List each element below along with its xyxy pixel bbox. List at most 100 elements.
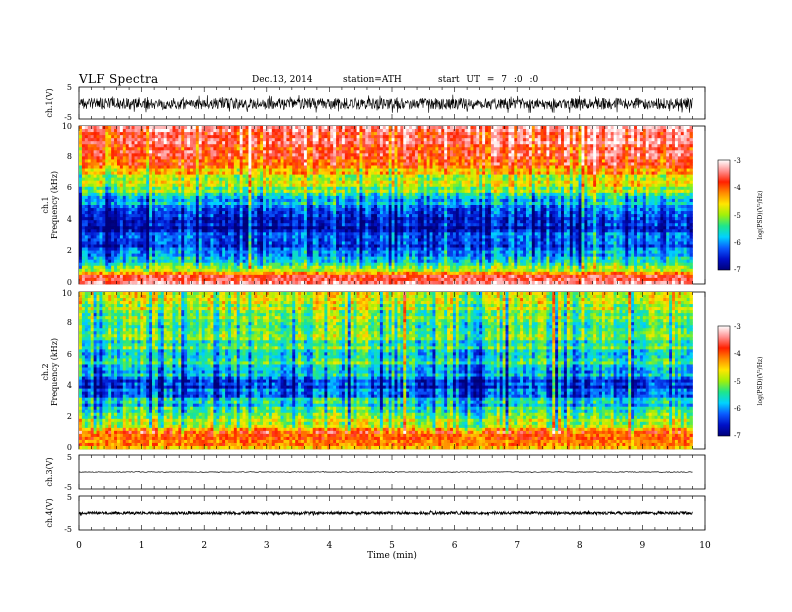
spectrogram-cell	[506, 169, 509, 172]
spectrogram-cell	[345, 153, 348, 156]
spectrogram-cell	[99, 169, 102, 172]
spectrogram-cell	[485, 190, 488, 193]
spectrogram-cell	[155, 132, 158, 135]
spectrogram-cell	[219, 162, 222, 165]
spectrogram-cell	[146, 187, 149, 190]
spectrogram-cell	[240, 126, 243, 129]
spectrogram-cell	[605, 178, 608, 181]
spectrogram-cell	[669, 135, 672, 138]
spectrogram-cell	[140, 138, 143, 141]
spectrogram-cell	[503, 150, 506, 153]
spectrogram-cell	[123, 175, 126, 178]
spectrogram-cell	[657, 126, 660, 129]
spectrogram-cell	[684, 162, 687, 165]
spectrogram-cell	[228, 159, 231, 162]
spectrogram-cell	[666, 144, 669, 147]
spectrogram-cell	[438, 126, 441, 129]
spectrogram-cell	[281, 187, 284, 190]
spectrogram-cell	[476, 169, 479, 172]
spectrogram-cell	[219, 159, 222, 162]
spectrogram-cell	[167, 126, 170, 129]
spectrogram-cell	[91, 193, 94, 196]
spectrogram-cell	[494, 181, 497, 184]
spectrogram-cell	[380, 138, 383, 141]
spectrogram-cell	[359, 141, 362, 144]
spectrogram-cell	[532, 184, 535, 187]
spectrogram-cell	[222, 159, 225, 162]
spectrogram-cell	[281, 169, 284, 172]
spectrogram-cell	[283, 141, 286, 144]
spectrogram-cell	[681, 132, 684, 135]
spectrogram-cell	[687, 187, 690, 190]
spectrogram-cell	[690, 175, 693, 178]
spectrogram-cell	[584, 181, 587, 184]
spectrogram-cell	[573, 169, 576, 172]
spectrogram-cell	[508, 126, 511, 129]
spectrogram-cell	[517, 126, 520, 129]
spectrogram-cell	[155, 178, 158, 181]
spectrogram-cell	[614, 159, 617, 162]
spectrogram-cell	[152, 178, 155, 181]
spectrogram-cell	[286, 172, 289, 175]
spectrogram-cell	[202, 196, 205, 199]
spectrogram-cell	[172, 135, 175, 138]
spectrogram-cell	[687, 126, 690, 129]
spectrogram-cell	[99, 135, 102, 138]
spectrogram-cell	[196, 184, 199, 187]
spectrogram-cell	[570, 190, 573, 193]
spectrogram-cell	[561, 193, 564, 196]
spectrogram-cell	[619, 178, 622, 181]
spectrogram-cell	[435, 156, 438, 159]
spectrogram-cell	[596, 172, 599, 175]
spectrogram-cell	[444, 184, 447, 187]
spectrogram-cell	[240, 144, 243, 147]
spectrogram-cell	[97, 166, 100, 169]
spectrogram-cell	[281, 159, 284, 162]
spectrogram-cell	[409, 169, 412, 172]
spectrogram-cell	[114, 190, 117, 193]
spectrogram-cell	[246, 187, 249, 190]
spectrogram-cell	[348, 156, 351, 159]
spectrogram-cell	[523, 175, 526, 178]
spectrogram-cell	[196, 162, 199, 165]
spectrogram-cell	[351, 181, 354, 184]
spectrogram-cell	[330, 132, 333, 135]
spectrogram-cell	[137, 172, 140, 175]
spectrogram-cell	[266, 135, 269, 138]
spectrogram-cell	[506, 159, 509, 162]
spectrogram-cell	[482, 126, 485, 129]
spectrogram-cell	[596, 169, 599, 172]
spectrogram-cell	[634, 181, 637, 184]
spectrogram-cell	[254, 166, 257, 169]
spectrogram-cell	[690, 169, 693, 172]
spectrogram-cell	[99, 156, 102, 159]
spectrogram-cell	[181, 147, 184, 150]
spectrogram-cell	[561, 178, 564, 181]
spectrogram-cell	[278, 156, 281, 159]
spectrogram-cell	[248, 169, 251, 172]
spectrogram-cell	[432, 175, 435, 178]
spectrogram-cell	[561, 181, 564, 184]
spectrogram-cell	[649, 184, 652, 187]
spectrogram-cell	[321, 196, 324, 199]
spectrogram-cell	[307, 175, 310, 178]
spectrogram-cell	[549, 162, 552, 165]
spectrogram-cell	[263, 132, 266, 135]
spectrogram-cell	[576, 175, 579, 178]
spectrogram-cell	[430, 159, 433, 162]
spectrogram-cell	[447, 141, 450, 144]
spectrogram-cell	[108, 135, 111, 138]
spectrogram-cell	[450, 184, 453, 187]
spectrogram-cell	[409, 132, 412, 135]
spectrogram-cell	[371, 190, 374, 193]
spectrogram-cell	[514, 181, 517, 184]
spectrogram-cell	[646, 141, 649, 144]
spectrogram-cell	[432, 144, 435, 147]
spectrogram-cell	[634, 147, 637, 150]
spectrogram-cell	[491, 193, 494, 196]
spectrogram-cell	[216, 147, 219, 150]
spectrogram-cell	[438, 132, 441, 135]
spectrogram-cell	[254, 187, 257, 190]
spectrogram-cell	[208, 135, 211, 138]
spectrogram-cell	[283, 147, 286, 150]
